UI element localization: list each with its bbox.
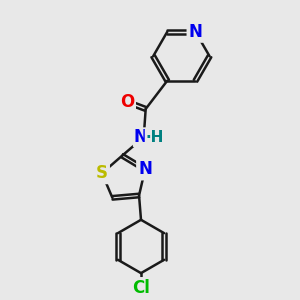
Text: Cl: Cl	[132, 279, 150, 297]
Text: N: N	[188, 23, 203, 41]
Text: ·H: ·H	[146, 130, 164, 145]
Text: N: N	[134, 128, 148, 146]
Text: O: O	[120, 93, 134, 111]
Text: S: S	[96, 164, 108, 182]
Text: N: N	[138, 160, 152, 178]
